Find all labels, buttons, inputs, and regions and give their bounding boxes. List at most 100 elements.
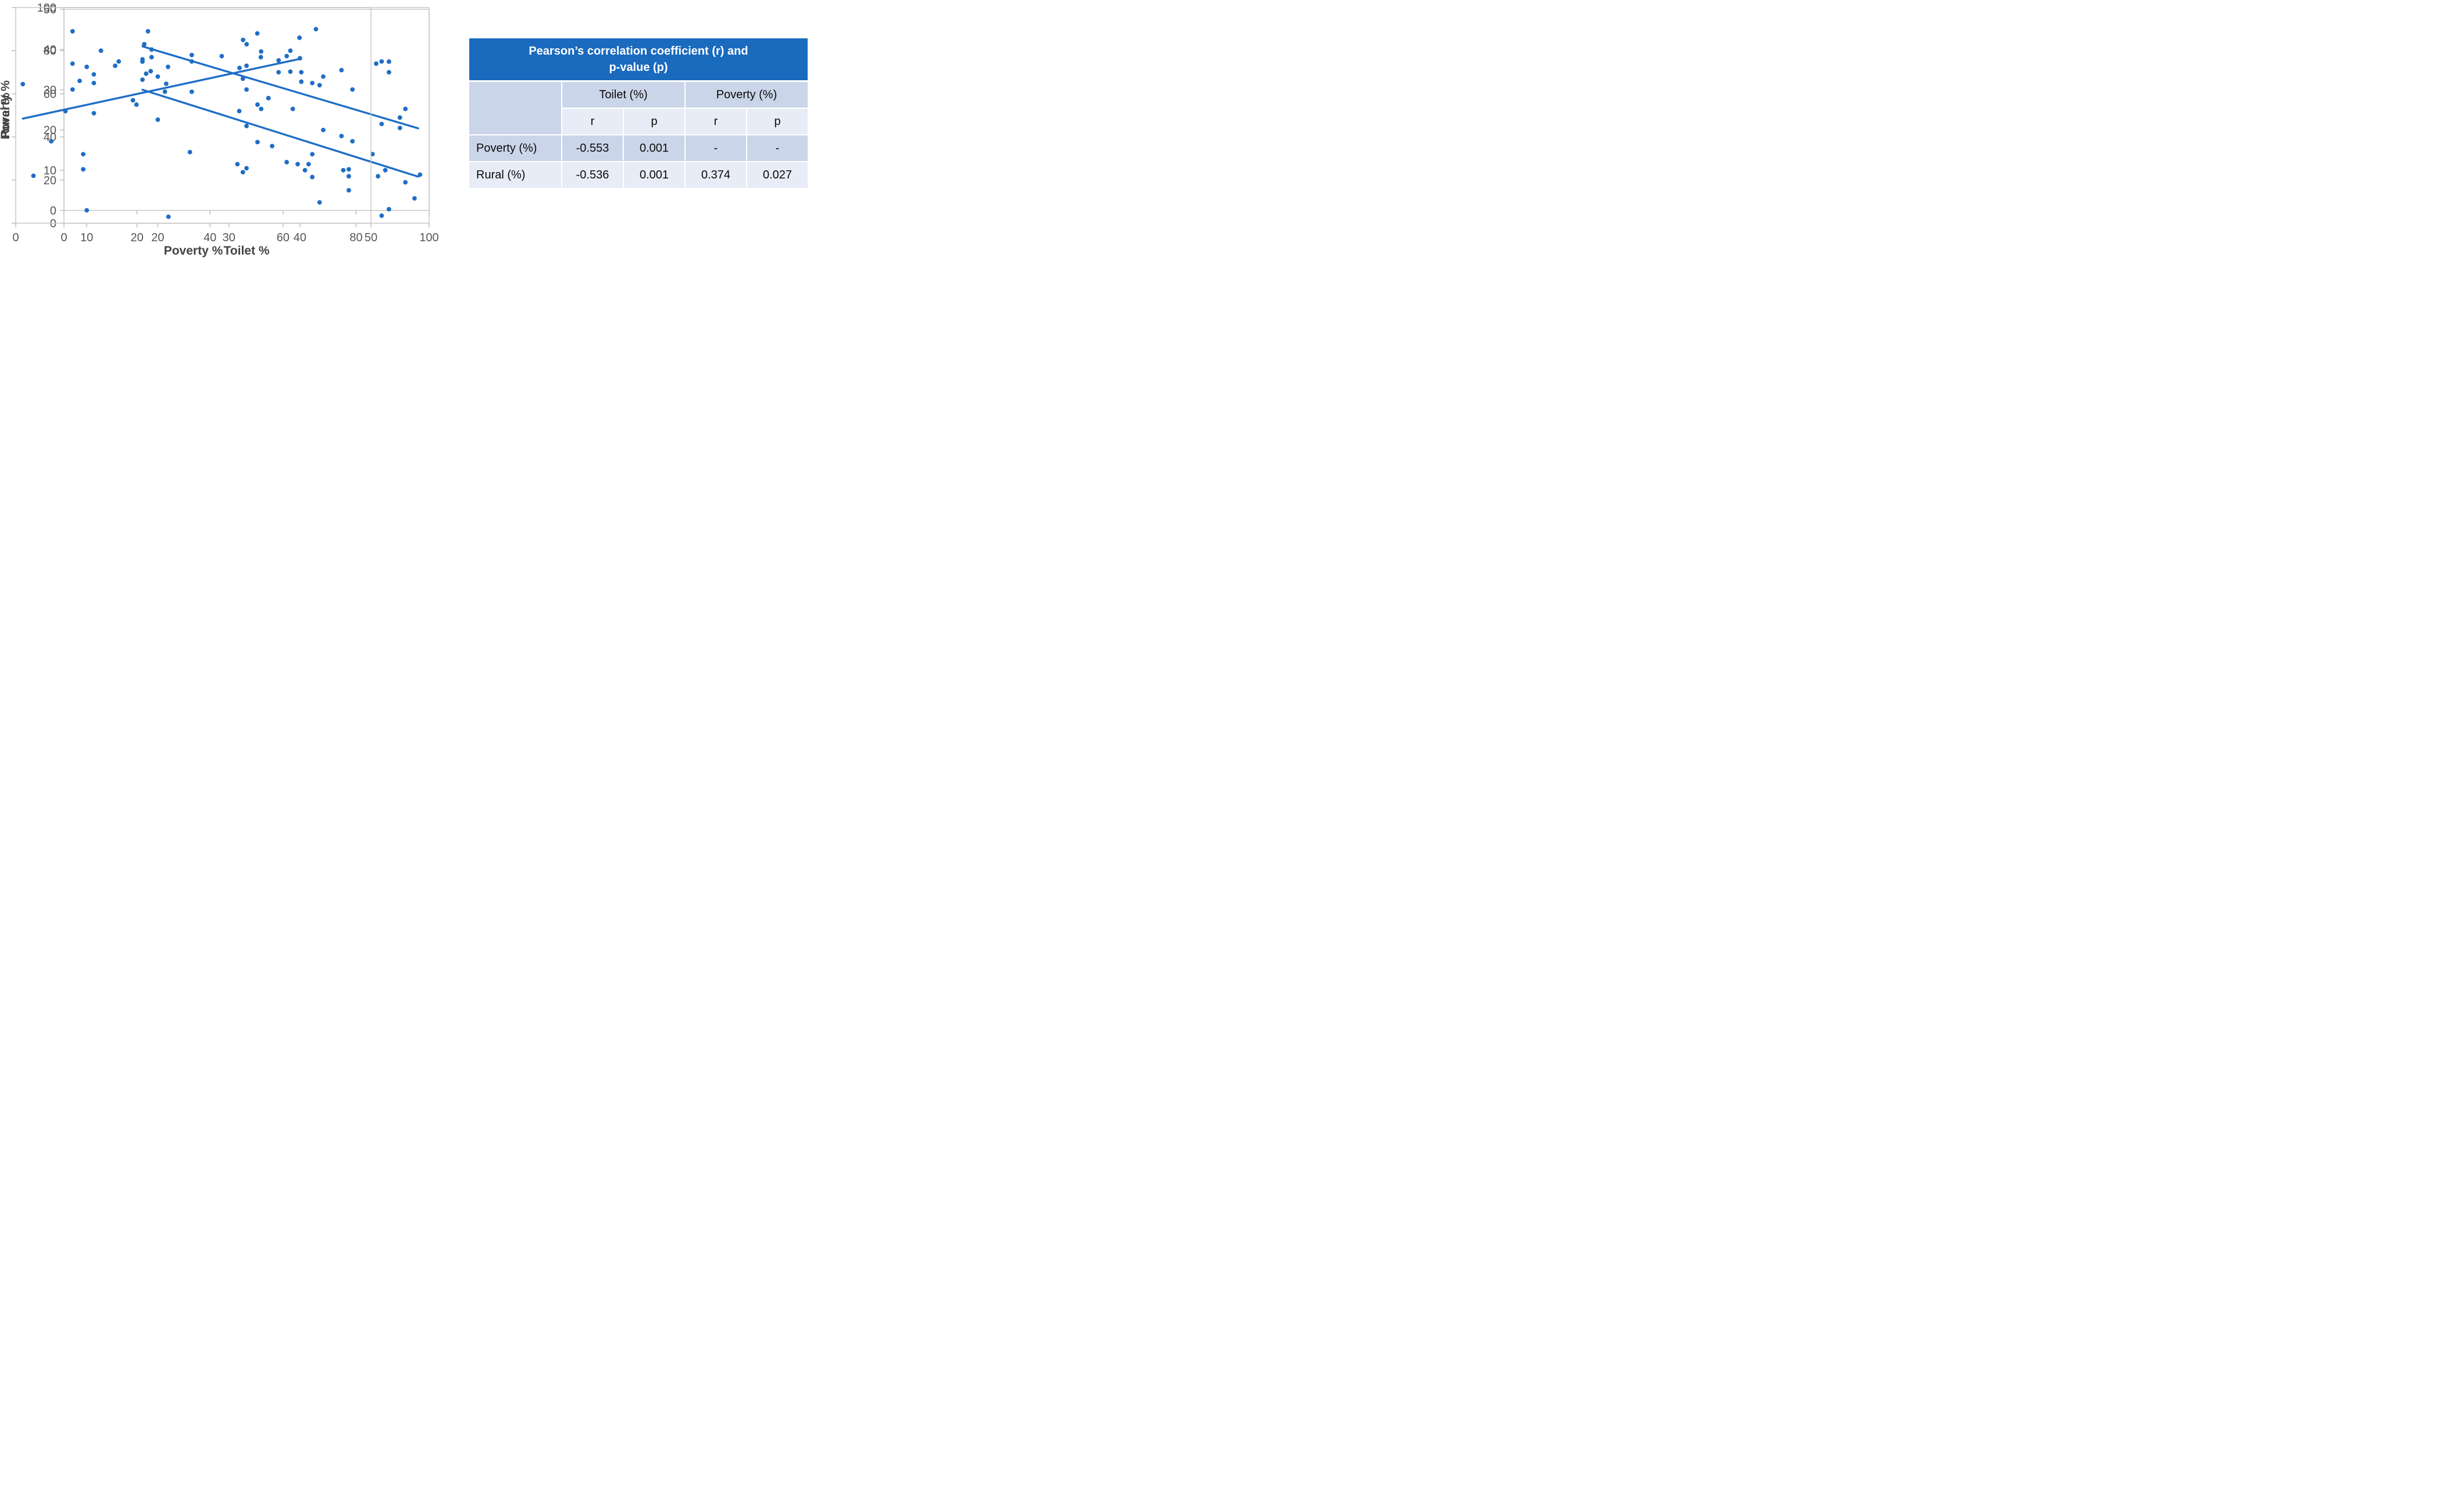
y-axis-title: Rural %: [0, 92, 12, 138]
data-point: [244, 87, 249, 92]
data-point: [240, 170, 245, 175]
data-point: [145, 28, 151, 34]
data-point: [310, 152, 315, 157]
data-point: [346, 167, 351, 172]
data-point: [98, 48, 104, 53]
data-point: [310, 174, 315, 180]
y-tick-label: 10: [44, 165, 56, 177]
y-tick-label: 0: [50, 205, 56, 217]
data-point: [317, 200, 322, 205]
data-point: [235, 162, 240, 167]
x-tick-label: 20: [151, 231, 164, 244]
x-axis-title: Poverty %: [164, 244, 223, 258]
data-point: [412, 196, 417, 201]
trendline: [141, 88, 419, 178]
data-point: [320, 74, 326, 79]
data-point: [91, 80, 97, 85]
trendline: [141, 45, 419, 130]
plot-frame: [15, 7, 372, 224]
data-point: [189, 52, 194, 58]
data-point: [84, 208, 90, 213]
data-point: [346, 188, 351, 193]
x-tick-label: 10: [80, 231, 93, 244]
table-colgroup-toilet: Toilet (%): [562, 82, 684, 108]
data-point: [387, 59, 391, 64]
x-tick-label: 100: [419, 231, 438, 244]
data-point: [387, 70, 391, 75]
data-point: [255, 31, 260, 36]
data-point: [403, 106, 408, 112]
x-tick-label: 40: [294, 231, 306, 244]
table-cell-poverty-poverty-r: -: [686, 135, 746, 161]
data-point: [299, 70, 304, 75]
data-point: [259, 49, 264, 54]
data-point: [297, 35, 302, 40]
trendline: [22, 58, 299, 120]
data-point: [70, 87, 75, 92]
data-point: [339, 134, 344, 138]
data-point: [313, 27, 319, 31]
table-title-line2: p-value (p): [609, 61, 668, 74]
x-tick-label: 50: [365, 231, 377, 244]
data-point: [140, 77, 145, 83]
data-point: [317, 83, 322, 88]
data-point: [144, 71, 149, 76]
table-subheader-p2: p: [747, 109, 808, 134]
y-tick-label: 40: [44, 44, 56, 56]
data-point: [397, 115, 402, 120]
data-point: [130, 98, 135, 103]
table-title-line1: Pearson’s correlation coefficient (r) an…: [529, 45, 748, 58]
data-point: [306, 162, 311, 167]
data-point: [288, 69, 293, 74]
data-point: [70, 28, 75, 34]
data-point: [244, 166, 249, 171]
y-tick-label: 30: [44, 84, 56, 96]
table-cell-rural-poverty-r: 0.374: [686, 162, 746, 188]
data-point: [70, 61, 75, 66]
data-point: [20, 81, 26, 87]
figure-canvas: 0 10 20 30 40 50 Poverty % 0 20 40 60 80 100 0 20 40 60…: [0, 0, 820, 504]
y-axis-title: Poverty %: [0, 80, 12, 140]
table-subheader-r2: r: [686, 109, 746, 134]
data-point: [187, 149, 192, 155]
data-point: [241, 37, 245, 42]
x-axis-title: Toilet %: [224, 244, 270, 258]
table-cell-poverty-toilet-p: 0.001: [624, 135, 684, 161]
data-point: [379, 121, 384, 127]
data-point: [255, 140, 260, 145]
data-point: [219, 53, 224, 59]
table-cell-poverty-toilet-r: -0.553: [562, 135, 623, 161]
table-cell-rural-toilet-p: 0.001: [624, 162, 684, 188]
data-point: [299, 79, 304, 84]
data-point: [350, 87, 355, 92]
data-point: [155, 74, 160, 79]
data-point: [91, 72, 97, 77]
data-point: [276, 70, 281, 75]
data-point: [189, 89, 194, 94]
data-point: [163, 81, 169, 86]
data-point: [284, 160, 289, 165]
data-point: [134, 102, 139, 107]
data-point: [142, 42, 147, 47]
data-point: [350, 139, 355, 144]
table-colgroup-poverty: Poverty (%): [686, 82, 808, 108]
x-tick-label: 20: [130, 231, 143, 244]
x-tick-label: 30: [222, 231, 235, 244]
data-point: [374, 61, 379, 66]
data-point: [295, 162, 300, 167]
data-point: [81, 167, 85, 172]
data-point: [155, 117, 160, 122]
data-point: [91, 110, 97, 116]
data-point: [417, 172, 423, 177]
table-subheader-r1: r: [562, 109, 623, 134]
data-point: [162, 89, 167, 94]
table-blank-cell: [469, 82, 561, 134]
table-cell-poverty-poverty-p: -: [747, 135, 808, 161]
data-point: [148, 69, 154, 74]
data-point: [244, 123, 249, 128]
data-point: [244, 42, 249, 47]
y-tick-label: 20: [44, 174, 56, 187]
data-point: [166, 214, 171, 219]
